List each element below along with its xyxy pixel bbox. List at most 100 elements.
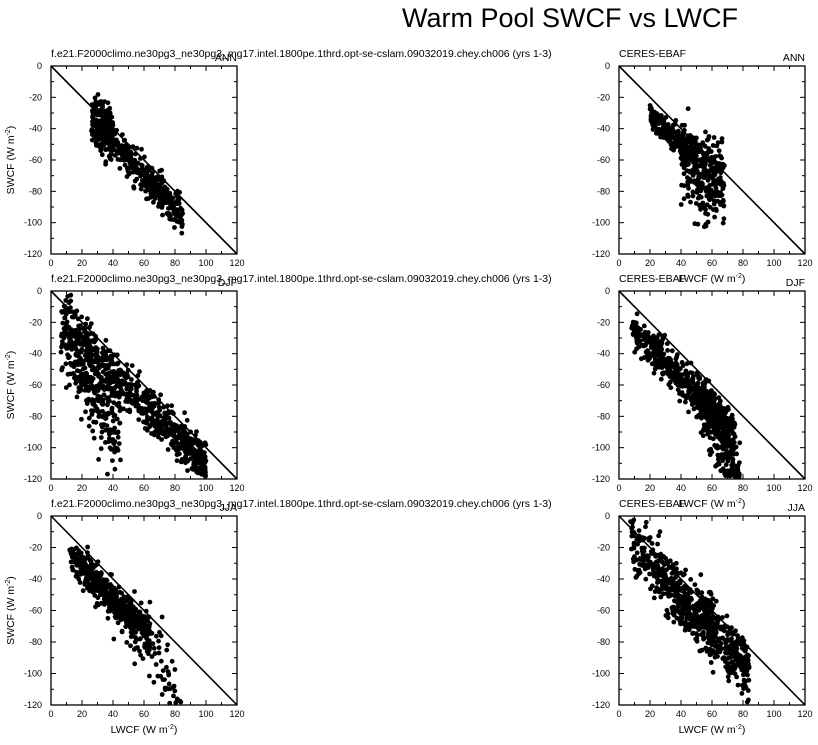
data-point (96, 129, 102, 134)
data-point (127, 625, 133, 631)
data-point (145, 392, 150, 397)
data-point (115, 434, 121, 440)
y-tick-label: -120 (592, 249, 610, 259)
data-point (95, 92, 101, 97)
data-point (147, 599, 153, 605)
x-tick-label: 60 (139, 258, 149, 268)
data-point (150, 170, 155, 176)
data-point (100, 102, 105, 108)
data-point (182, 410, 188, 416)
data-point (62, 315, 68, 321)
data-point (176, 433, 182, 439)
data-point (93, 99, 99, 105)
data-point (179, 207, 185, 213)
data-point (704, 597, 710, 603)
data-point (106, 411, 111, 417)
data-point (124, 174, 130, 180)
data-point (109, 405, 115, 411)
panel-model-djf: 0 20 40 60 80 100 120 0 -20 -40 -60 -80 -100 -120 f.e2… (5, 273, 552, 493)
data-point (700, 140, 706, 146)
data-point (703, 129, 708, 135)
data-point (695, 601, 701, 606)
data-point (63, 385, 69, 390)
data-point (139, 622, 145, 628)
data-point (673, 575, 678, 580)
data-point (134, 145, 140, 151)
data-point (711, 631, 716, 637)
data-point (680, 363, 686, 368)
data-point (722, 471, 727, 476)
data-point (636, 528, 642, 533)
data-point (150, 177, 156, 182)
data-point (91, 435, 97, 441)
data-point (700, 387, 705, 392)
data-point (731, 420, 737, 426)
data-point (141, 393, 146, 399)
data-point (647, 103, 653, 108)
data-point (671, 145, 677, 151)
data-point (653, 116, 658, 121)
data-point (688, 199, 693, 205)
data-point (688, 370, 693, 375)
data-point (721, 655, 727, 660)
data-point (188, 451, 193, 456)
x-tick-label: 80 (170, 709, 180, 719)
data-point (162, 687, 168, 693)
data-point (652, 565, 658, 571)
data-point (169, 658, 175, 664)
panel-model-jja: 0 20 40 60 80 100 120 0 -20 -40 -60 -80 -100 -120 f.e2… (5, 498, 552, 736)
data-point (690, 605, 696, 610)
data-point (727, 443, 733, 449)
y-axis-label: SWCF (W m-2) (5, 126, 17, 195)
data-point (183, 436, 188, 441)
data-point (707, 452, 713, 458)
data-point (100, 378, 106, 384)
data-point (200, 460, 206, 466)
y-tick-label: -120 (592, 700, 610, 710)
data-point (98, 435, 104, 440)
data-point (724, 416, 730, 421)
y-tick-label: -120 (592, 474, 610, 484)
data-point (109, 358, 114, 364)
data-point (702, 175, 707, 180)
data-point (128, 634, 134, 640)
y-tick-label: -40 (29, 574, 42, 584)
y-tick-label: 0 (37, 61, 42, 71)
data-point (114, 594, 119, 599)
data-point (665, 615, 671, 621)
data-point (706, 430, 712, 435)
data-point (679, 383, 685, 389)
x-axis-label: LWCF (W m-2) (111, 724, 178, 736)
data-point (91, 118, 97, 124)
data-point (723, 462, 729, 468)
data-point (108, 152, 114, 158)
data-point (651, 370, 657, 376)
data-point (649, 353, 655, 358)
data-point (115, 610, 121, 615)
data-point (128, 629, 134, 635)
data-point (124, 166, 130, 171)
data-point (634, 311, 640, 317)
data-point (711, 172, 716, 178)
data-point (699, 647, 705, 653)
data-point (149, 630, 155, 636)
data-point (694, 157, 699, 162)
data-point (89, 367, 95, 373)
data-point (149, 421, 155, 427)
y-tick-label: -20 (597, 92, 610, 102)
data-point (117, 166, 123, 171)
data-point (159, 205, 165, 210)
data-point (690, 630, 696, 636)
data-point (671, 612, 677, 618)
data-point (710, 648, 716, 654)
data-point (86, 423, 92, 429)
data-point (151, 199, 156, 205)
data-point (90, 428, 96, 434)
data-point (734, 674, 739, 680)
data-point (696, 375, 701, 381)
data-point (676, 585, 681, 591)
data-point (143, 188, 149, 194)
data-point (123, 624, 129, 629)
data-point (127, 391, 133, 396)
data-point (153, 662, 159, 667)
